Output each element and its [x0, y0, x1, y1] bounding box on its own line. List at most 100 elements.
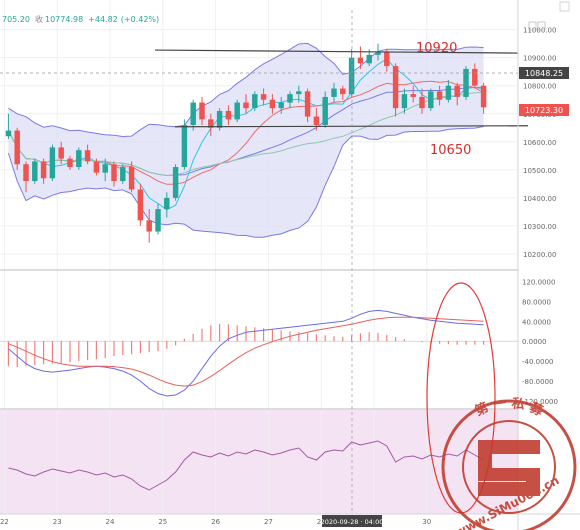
candle-body: [32, 161, 38, 182]
candle[interactable]: [172, 164, 179, 201]
candle-body: [278, 102, 284, 109]
candle[interactable]: [155, 203, 161, 235]
candle-body: [40, 161, 47, 179]
candle[interactable]: [199, 96, 205, 125]
candle[interactable]: [243, 94, 249, 114]
candle[interactable]: [480, 82, 487, 114]
change-value: +44.82: [88, 15, 118, 24]
candle[interactable]: [49, 144, 56, 182]
time-tick-label: 30: [422, 518, 431, 526]
ohlc-prefix: 705.20: [2, 15, 30, 24]
time-cursor-tag: 2020-09-28 · 04:00: [321, 515, 383, 527]
candle[interactable]: [190, 99, 196, 131]
candle[interactable]: [93, 158, 100, 176]
candle[interactable]: [269, 94, 276, 114]
last-price-tag: 10723.30: [519, 104, 569, 116]
candle[interactable]: [102, 158, 108, 182]
candle-body: [322, 96, 328, 125]
candle[interactable]: [445, 80, 452, 103]
bollinger-upper-line: [8, 42, 484, 138]
candle[interactable]: [67, 155, 73, 170]
candle-body: [14, 130, 20, 165]
candle[interactable]: [14, 127, 20, 170]
price-panel[interactable]: 10920 10650: [0, 41, 529, 243]
candle[interactable]: [120, 164, 126, 184]
candle[interactable]: [137, 183, 144, 226]
candle-body: [366, 54, 372, 64]
candle[interactable]: [436, 85, 443, 106]
candle[interactable]: [128, 161, 135, 193]
price-tick-label: 10900.00: [523, 55, 556, 63]
candle[interactable]: [419, 88, 425, 114]
candle[interactable]: [401, 88, 408, 114]
candle-body: [401, 94, 408, 109]
macd-tick-label: 120.0000: [522, 278, 555, 286]
macd-tick-label: 80.0000: [522, 298, 551, 306]
candle-body: [357, 57, 364, 64]
candle[interactable]: [40, 158, 47, 184]
candle[interactable]: [252, 91, 258, 111]
candle[interactable]: [76, 147, 82, 170]
candle[interactable]: [428, 88, 434, 111]
candlestick-series[interactable]: [5, 43, 487, 243]
rsi-panel[interactable]: [8, 440, 484, 491]
candle[interactable]: [234, 99, 240, 123]
macd-tick-label: 40.0000: [522, 318, 551, 326]
candle[interactable]: [181, 119, 188, 170]
rsi-panel-background: [0, 410, 518, 514]
time-tick-label: 27: [264, 518, 273, 526]
candle[interactable]: [331, 82, 337, 103]
candle-body: [164, 197, 170, 210]
candle[interactable]: [58, 141, 64, 165]
candle[interactable]: [472, 63, 478, 89]
time-tick-label: 25: [158, 518, 167, 526]
candle-body: [252, 94, 258, 109]
candle[interactable]: [84, 144, 91, 165]
candle[interactable]: [410, 85, 416, 103]
candle[interactable]: [278, 96, 284, 114]
candle[interactable]: [454, 82, 460, 106]
candle[interactable]: [287, 91, 293, 109]
candle[interactable]: [146, 209, 152, 243]
candle[interactable]: [296, 85, 302, 103]
scale-toggle-icon[interactable]: [559, 1, 570, 12]
support-level-line[interactable]: [174, 125, 529, 128]
price-tick-label: 11000.00: [523, 27, 556, 35]
candle-body: [76, 150, 82, 168]
candle[interactable]: [357, 46, 364, 69]
candle[interactable]: [340, 85, 346, 100]
candle[interactable]: [348, 49, 355, 97]
candle[interactable]: [322, 91, 328, 128]
candle[interactable]: [208, 113, 214, 137]
candle[interactable]: [164, 192, 170, 218]
candle[interactable]: [304, 88, 311, 123]
time-tick-label: 23: [53, 518, 62, 526]
change-percent: (+0.42%): [121, 15, 159, 24]
resistance-label: 10920: [416, 41, 457, 56]
candle[interactable]: [463, 66, 469, 100]
time-tick-label: 28: [317, 518, 326, 526]
candle-body: [128, 167, 135, 190]
candle[interactable]: [260, 88, 267, 106]
candle[interactable]: [384, 49, 390, 72]
price-axis[interactable]: 11000.0010900.0010800.0010700.0010600.00…: [523, 27, 556, 259]
time-tick-label: 22: [0, 518, 9, 526]
candle-body: [111, 164, 117, 182]
bollinger-band-fill: [8, 43, 484, 238]
candle[interactable]: [225, 105, 232, 125]
candle[interactable]: [5, 113, 12, 139]
chart-settings-icon[interactable]: [528, 21, 546, 31]
bollinger-lower-line: [7, 126, 484, 238]
candle-body: [216, 110, 223, 128]
candle-body: [331, 88, 337, 97]
candle-body: [375, 52, 381, 55]
candle[interactable]: [32, 158, 38, 184]
price-tick-label: 10300.00: [523, 223, 556, 231]
macd-panel[interactable]: [0, 309, 518, 397]
resistance-level-line[interactable]: [154, 49, 519, 54]
candle[interactable]: [392, 63, 399, 117]
candle[interactable]: [23, 161, 29, 193]
candle[interactable]: [111, 161, 117, 187]
